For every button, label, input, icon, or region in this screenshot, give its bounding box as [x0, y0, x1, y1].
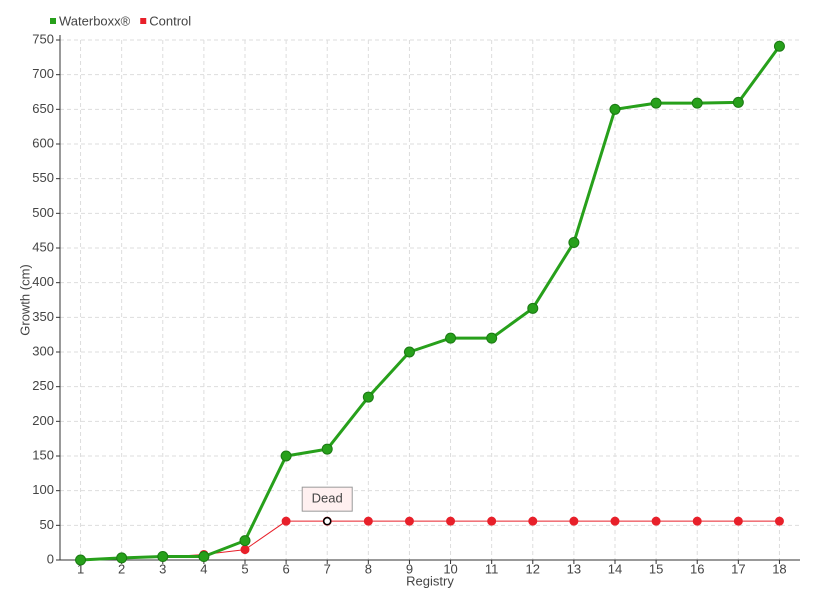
legend-label: Control: [149, 13, 191, 28]
data-point: [609, 103, 621, 115]
data-point: [691, 97, 703, 109]
data-point: [280, 450, 292, 462]
data-point: [733, 516, 743, 526]
x-tick-label: 3: [159, 561, 166, 576]
x-tick-label: 17: [731, 561, 745, 576]
x-axis-label: Registry: [406, 573, 454, 588]
data-point: [363, 516, 373, 526]
x-tick-label: 1: [77, 561, 84, 576]
data-point: [732, 96, 744, 108]
y-tick-label: 650: [32, 101, 54, 116]
y-axis-label: Growth (cm): [17, 264, 32, 336]
x-tick-label: 6: [282, 561, 289, 576]
y-tick-label: 150: [32, 447, 54, 462]
y-tick-label: 750: [32, 31, 54, 46]
data-point: [403, 346, 415, 358]
data-point: [528, 516, 538, 526]
data-point: [281, 516, 291, 526]
data-point: [116, 552, 128, 564]
x-tick-label: 13: [567, 561, 581, 576]
y-tick-label: 450: [32, 239, 54, 254]
data-point: [240, 545, 250, 555]
series-line: [80, 520, 780, 561]
data-point: [527, 302, 539, 314]
data-point: [569, 516, 579, 526]
annotation-box: [301, 486, 353, 512]
x-tick-label: 2: [118, 561, 125, 576]
x-tick-label: 12: [526, 561, 540, 576]
x-tick-label: 14: [608, 561, 622, 576]
y-tick-label: 400: [32, 274, 54, 289]
y-tick-label: 100: [32, 482, 54, 497]
x-tick-label: 10: [443, 561, 457, 576]
data-point: [445, 332, 457, 344]
y-tick-label: 0: [47, 551, 54, 566]
x-tick-label: 8: [365, 561, 372, 576]
data-point: [651, 516, 661, 526]
annotation-marker: [322, 516, 332, 526]
data-point: [198, 551, 210, 563]
y-tick-label: 600: [32, 135, 54, 150]
x-tick-label: 9: [406, 561, 413, 576]
data-point: [774, 516, 784, 526]
series-line: [80, 45, 781, 562]
legend-swatch: [50, 18, 56, 24]
y-tick-label: 700: [32, 66, 54, 81]
data-point: [487, 516, 497, 526]
data-point: [446, 516, 456, 526]
data-point: [610, 516, 620, 526]
y-tick-label: 50: [40, 517, 54, 532]
y-tick-label: 250: [32, 378, 54, 393]
x-tick-label: 16: [690, 561, 704, 576]
y-tick-label: 200: [32, 413, 54, 428]
x-tick-label: 7: [324, 561, 331, 576]
x-tick-label: 18: [772, 561, 786, 576]
data-point: [692, 516, 702, 526]
y-tick-label: 350: [32, 309, 54, 324]
x-tick-label: 5: [241, 561, 248, 576]
data-point: [239, 535, 251, 547]
data-point: [362, 391, 374, 403]
legend-swatch: [140, 18, 147, 24]
y-tick-label: 500: [32, 205, 54, 220]
x-tick-label: 11: [485, 561, 499, 576]
y-tick-label: 300: [32, 343, 54, 358]
annotation-text: Dead: [312, 491, 343, 506]
data-point: [157, 551, 169, 563]
data-point: [404, 516, 414, 526]
data-point: [568, 236, 580, 248]
x-tick-label: 15: [649, 561, 663, 576]
y-tick-label: 550: [32, 170, 54, 185]
data-point: [321, 443, 333, 455]
data-point: [75, 554, 87, 566]
legend-label: Waterboxx®: [59, 13, 131, 28]
data-point: [773, 40, 785, 52]
x-tick-label: 4: [200, 561, 207, 576]
data-point: [650, 97, 662, 109]
data-point: [486, 332, 498, 344]
